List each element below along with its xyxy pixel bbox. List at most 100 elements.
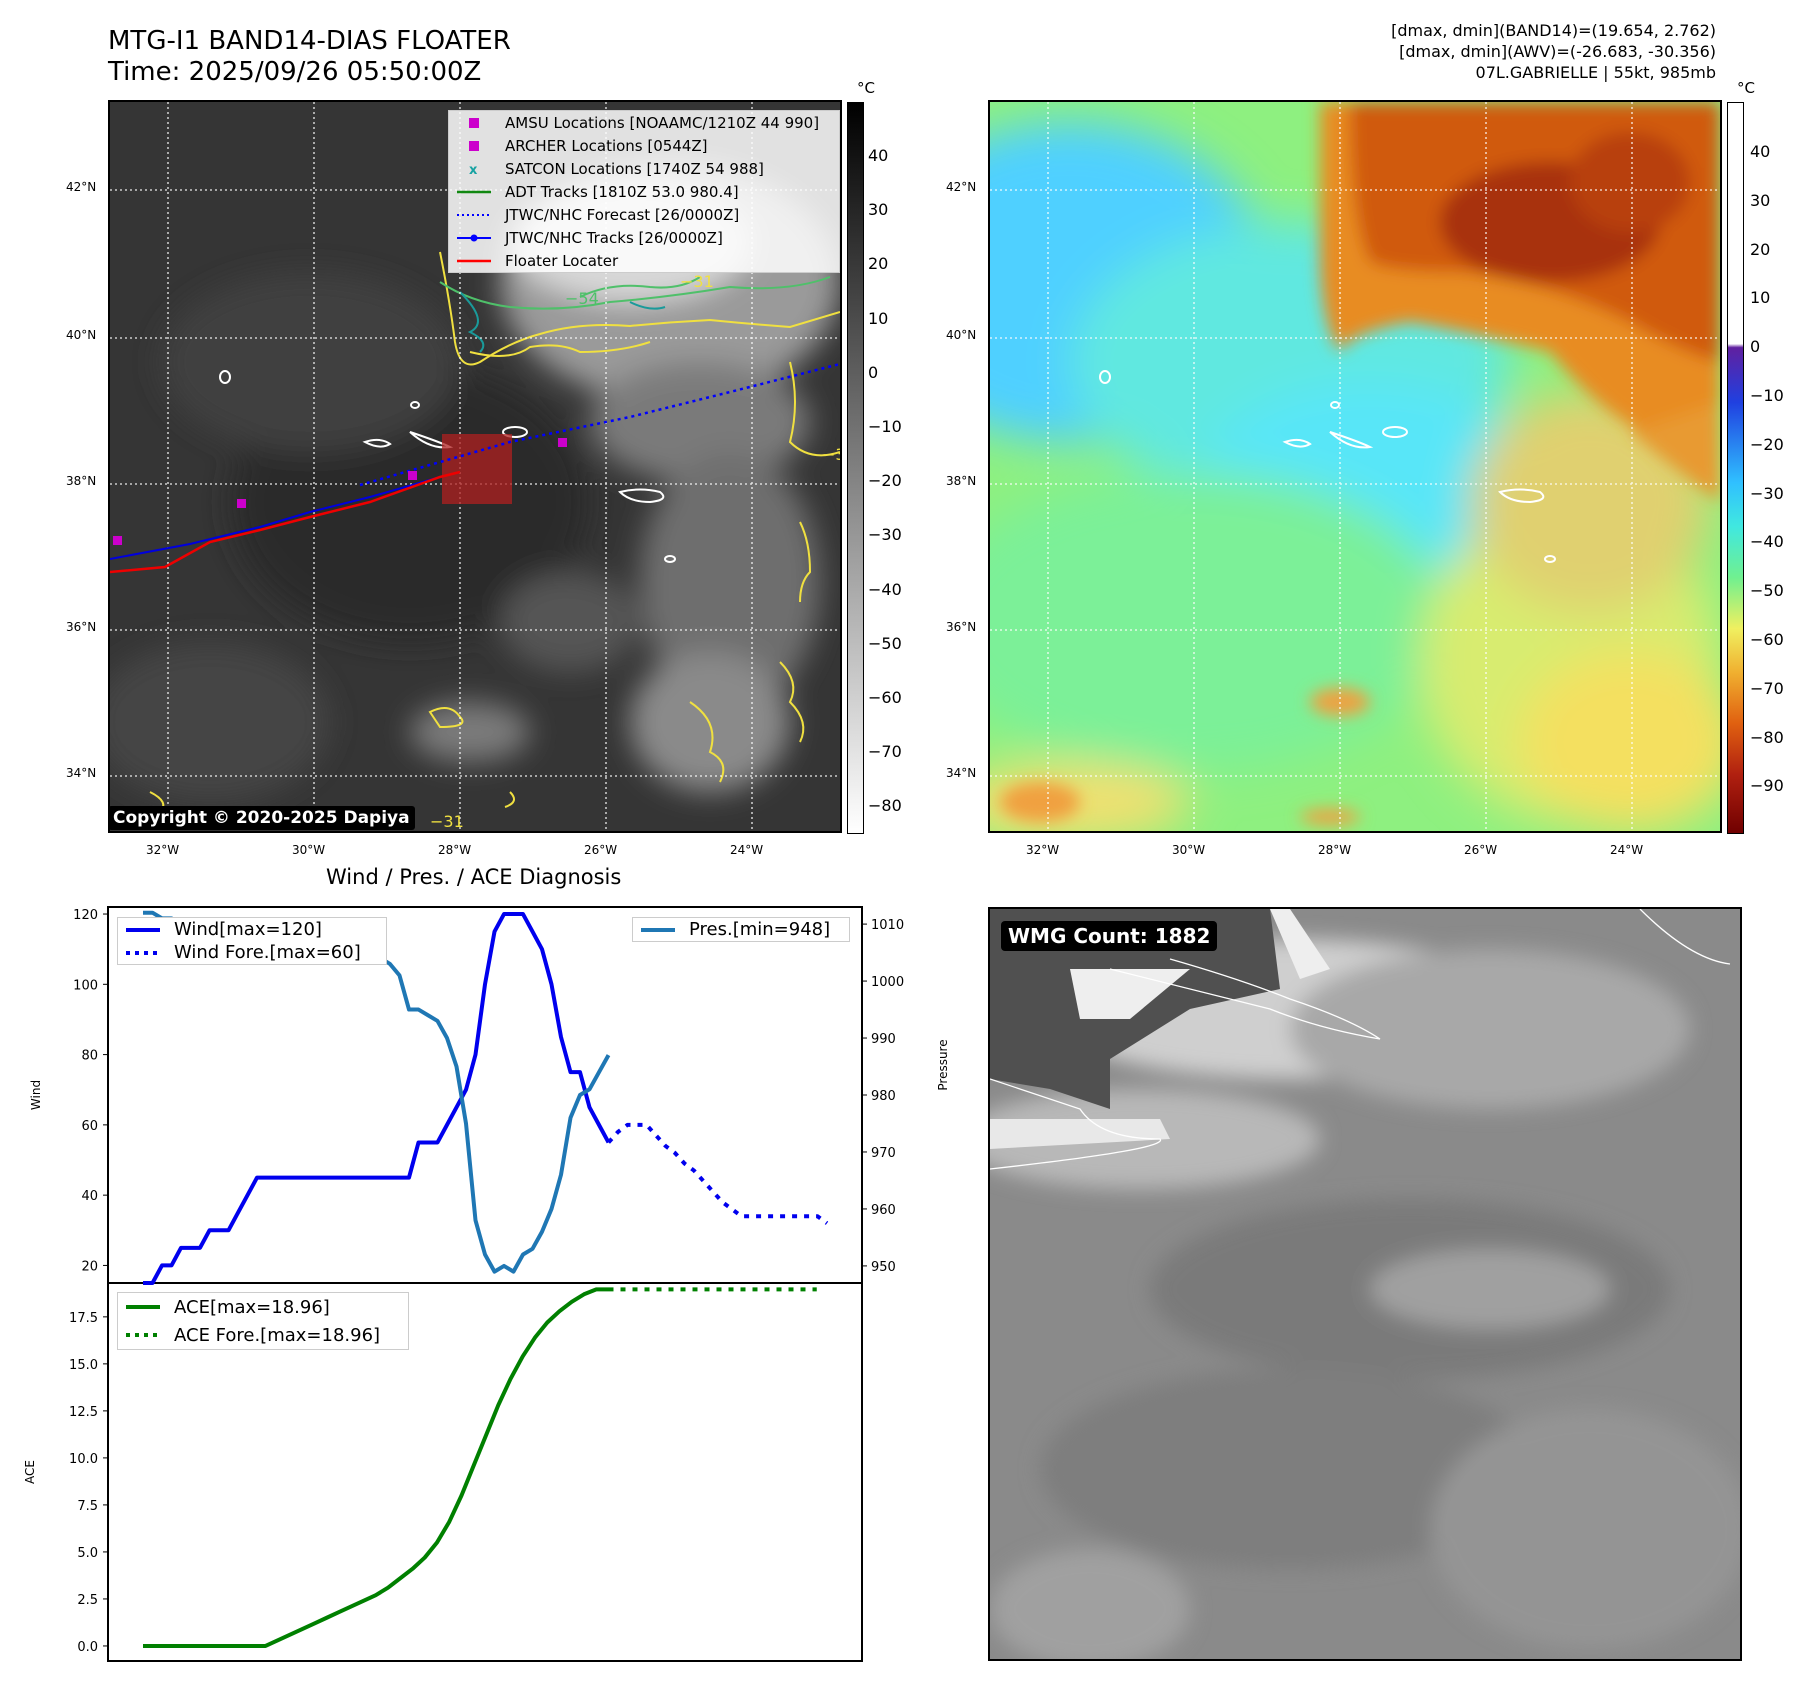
- wind-fore-series: [607, 1122, 829, 1225]
- ir-colorbar-unit: °C: [857, 79, 875, 97]
- lon-label: 28°W: [438, 843, 472, 857]
- pressure-tick-label: 970: [871, 1146, 896, 1161]
- wind-tick-label: 40: [81, 1189, 98, 1204]
- wmg-map[interactable]: [988, 907, 1742, 1661]
- lat-label: 34°N: [66, 766, 97, 780]
- band14-range: [dmax, dmin](BAND14)=(19.654, 2.762): [1391, 21, 1716, 40]
- colorbar-tick: 10: [1750, 288, 1771, 308]
- colorbar-tick: −80: [868, 796, 902, 816]
- legend-swatch: [457, 233, 491, 243]
- colorbar-tick: 30: [1750, 190, 1771, 210]
- amsu-markers: [113, 438, 567, 545]
- lat-label: 36°N: [66, 620, 97, 634]
- wind-swatch: [126, 925, 160, 935]
- lat-label: 34°N: [946, 766, 977, 780]
- wv-colorbar: [1727, 102, 1744, 834]
- legend-wind: Wind[max=120]: [174, 919, 322, 940]
- legend-item: ADT Tracks [1810Z 53.0 980.4]: [449, 180, 839, 203]
- colorbar-tick: −70: [868, 742, 902, 762]
- wmg-canvas: [990, 909, 1740, 1659]
- wv-islands: [1099, 370, 1556, 563]
- storm-summary: 07L.GABRIELLE | 55kt, 985mb: [1475, 63, 1716, 82]
- colorbar-tick: −20: [868, 471, 902, 491]
- wind-fore-swatch: [126, 948, 160, 958]
- svg-text:x: x: [469, 163, 478, 175]
- wind-tick-label: 120: [73, 908, 98, 923]
- ace-swatch: [126, 1302, 160, 1312]
- ace-tick-label: 12.5: [69, 1405, 98, 1420]
- wv-satellite-map[interactable]: [988, 100, 1722, 833]
- ace-series: [143, 1287, 609, 1648]
- legend-item: x SATCON Locations [1740Z 54 988]: [449, 157, 839, 180]
- wind-series: [143, 912, 611, 1285]
- wind-tick-label: 60: [81, 1119, 98, 1134]
- legend-swatch: [457, 187, 491, 197]
- legend-label: Floater Locater: [505, 251, 619, 270]
- pressure-tick-label: 980: [871, 1089, 896, 1104]
- legend-swatch: [457, 140, 491, 151]
- colorbar-tick: −50: [868, 633, 902, 653]
- product-title: MTG-I1 BAND14-DIAS FLOATER: [108, 26, 511, 56]
- lat-label: 40°N: [946, 328, 977, 342]
- ir-legend: AMSU Locations [NOAAMC/1210Z 44 990] ARCH…: [448, 110, 840, 273]
- colorbar-tick: −10: [1750, 386, 1784, 405]
- legend-item: ARCHER Locations [0544Z]: [449, 134, 839, 157]
- colorbar-tick: −60: [1750, 630, 1784, 649]
- lon-label: 30°W: [1172, 843, 1206, 857]
- legend-label: SATCON Locations [1740Z 54 988]: [505, 159, 764, 178]
- ace-legend: ACE[max=18.96] ACE Fore.[max=18.96]: [117, 1292, 409, 1350]
- contour-label: −54: [565, 289, 599, 308]
- legend-swatch: [457, 210, 491, 220]
- colorbar-tick: −30: [868, 525, 902, 545]
- legend-swatch: [457, 256, 491, 266]
- colorbar-tick: 0: [1750, 337, 1761, 357]
- legend-swatch: x: [457, 163, 491, 175]
- lat-label: 38°N: [66, 474, 97, 488]
- pressure-tick-label: 950: [871, 1260, 896, 1275]
- ir-satellite-map[interactable]: −54 −31 −31 −31 AMSU Locations [NOAAMC/1…: [108, 100, 842, 833]
- colorbar-tick: 40: [1750, 142, 1771, 161]
- ace-tick-label: 7.5: [77, 1499, 98, 1514]
- legend-label: AMSU Locations [NOAAMC/1210Z 44 990]: [505, 113, 820, 132]
- wind-tick-label: 20: [81, 1259, 98, 1274]
- legend-wind-fore: Wind Fore.[max=60]: [174, 942, 361, 963]
- pressure-tick-label: 990: [871, 1032, 896, 1047]
- ir-cloud-field: [110, 162, 840, 802]
- colorbar-tick: −70: [1750, 678, 1784, 698]
- lat-label: 42°N: [66, 180, 97, 194]
- awv-range: [dmax, dmin](AWV)=(-26.683, -30.356): [1399, 42, 1716, 61]
- colorbar-tick: 30: [868, 200, 889, 220]
- colorbar-tick: 0: [868, 362, 879, 382]
- lon-label: 28°W: [1318, 843, 1352, 857]
- ace-tick-label: 2.5: [77, 1593, 98, 1608]
- colorbar-tick: −40: [1750, 532, 1784, 552]
- colorbar-tick: −10: [868, 417, 902, 436]
- lat-label: 38°N: [946, 474, 977, 488]
- time-label: Time: 2025/09/26 05:50:00Z: [108, 57, 482, 87]
- ir-cold-contours: [439, 276, 831, 310]
- lon-label: 32°W: [146, 843, 180, 857]
- floater-box[interactable]: [442, 434, 512, 504]
- legend-label: ADT Tracks [1810Z 53.0 980.4]: [505, 182, 739, 201]
- legend-item: AMSU Locations [NOAAMC/1210Z 44 990]: [449, 111, 839, 134]
- wv-colorbar-unit: °C: [1737, 79, 1755, 97]
- legend-label: JTWC/NHC Forecast [26/0000Z]: [505, 205, 740, 224]
- wmg-count-badge: WMG Count: 1882: [1001, 921, 1218, 951]
- pressure-tick-label: 1000: [871, 975, 904, 990]
- colorbar-tick: −50: [1750, 581, 1784, 601]
- colorbar-tick: −60: [868, 688, 902, 707]
- legend-ace-fore: ACE Fore.[max=18.96]: [174, 1324, 381, 1346]
- pressure-swatch: [641, 925, 675, 935]
- ace-fore-swatch: [126, 1330, 160, 1340]
- legend-pressure: Pres.[min=948]: [689, 919, 831, 940]
- ir-colorbar: [847, 102, 864, 834]
- colorbar-tick: 20: [1750, 239, 1771, 259]
- legend-item: JTWC/NHC Tracks [26/0000Z]: [449, 226, 839, 249]
- pressure-legend: Pres.[min=948]: [632, 917, 850, 942]
- wind-tick-label: 100: [73, 978, 98, 993]
- lat-label: 42°N: [946, 180, 977, 194]
- wind-tick-label: 80: [81, 1049, 98, 1064]
- ace-axis-label: ACE: [23, 1460, 37, 1484]
- colorbar-tick: −80: [1750, 727, 1784, 747]
- ir-contours: [149, 251, 840, 813]
